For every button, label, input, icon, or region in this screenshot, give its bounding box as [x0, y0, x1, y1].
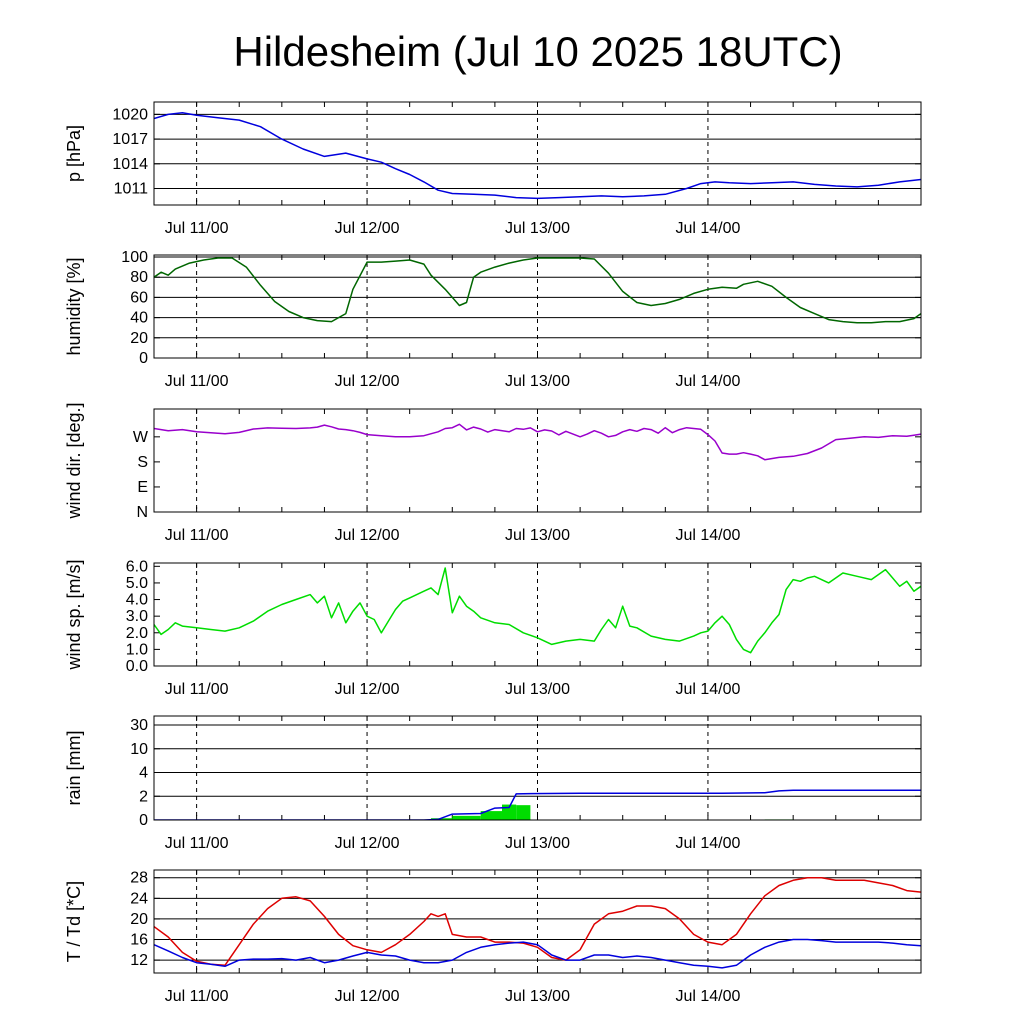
panel-frame — [153, 408, 922, 513]
y-tick-label: 0 — [139, 812, 148, 829]
y-tick-label: 30 — [130, 717, 148, 734]
y-tick-label: 60 — [130, 289, 148, 306]
x-tick-label: Jul 14/00 — [675, 220, 740, 237]
panel-frame — [153, 869, 922, 974]
rain-bar — [452, 815, 481, 820]
y-axis-label: T / Td [*C] — [64, 881, 84, 962]
x-tick-label: Jul 12/00 — [335, 988, 400, 1005]
series-line-rain-0 — [154, 789, 921, 820]
series-line-wind_direction-0 — [154, 423, 921, 461]
panel-wind_speed: 0.01.02.03.04.05.06.0 Jul 11/00 Jul 12/00 J… — [64, 558, 922, 698]
series-line-wind_speed-0 — [154, 567, 921, 654]
series-line-temperature-0 — [154, 876, 921, 967]
x-tick-label: Jul 11/00 — [165, 373, 229, 390]
x-tick-label: Jul 12/00 — [335, 681, 400, 698]
x-tick-label: Jul 11/00 — [165, 988, 229, 1005]
y-tick-label: E — [137, 479, 148, 496]
x-tick-label: Jul 11/00 — [165, 835, 229, 852]
y-tick-label: N — [136, 504, 148, 521]
rain-bar — [430, 818, 453, 820]
y-axis-label: rain [mm] — [64, 730, 84, 805]
series-line-temperature-1 — [154, 938, 921, 969]
x-tick-label: Jul 13/00 — [505, 373, 570, 390]
y-tick-label: 80 — [130, 269, 148, 286]
y-tick-label: 3.0 — [126, 608, 148, 625]
x-tick-label: Jul 13/00 — [505, 220, 570, 237]
y-tick-label: 12 — [130, 952, 148, 969]
series-line-pressure-0 — [154, 111, 921, 200]
x-tick-label: Jul 11/00 — [165, 527, 229, 544]
y-axis-label: wind sp. [m/s] — [64, 559, 84, 670]
y-tick-label: 1020 — [112, 106, 148, 123]
y-tick-label: 24 — [130, 890, 148, 907]
y-tick-label: 5.0 — [126, 575, 148, 592]
rain-bar — [501, 804, 517, 820]
panel-frame — [153, 254, 922, 359]
y-tick-label: 1017 — [112, 131, 148, 148]
x-tick-label: Jul 13/00 — [505, 527, 570, 544]
y-tick-label: S — [137, 454, 148, 471]
x-tick-label: Jul 14/00 — [675, 681, 740, 698]
x-tick-label: Jul 12/00 — [335, 373, 400, 390]
y-tick-label: 1.0 — [126, 641, 148, 658]
y-tick-label: 20 — [130, 330, 148, 347]
x-tick-label: Jul 11/00 — [165, 681, 229, 698]
y-tick-label: 4.0 — [126, 592, 148, 609]
rain-bar — [516, 805, 531, 820]
y-axis-label: p [hPa] — [64, 125, 84, 182]
panel-rain: 0 2 4 10 30 Jul 11/00 Jul 12/00 Jul 13/00 Jul 14… — [64, 715, 922, 852]
panel-humidity: 0 20 40 60 80 100 Jul 11/00 Jul 12/00 Jul 13/00 J… — [64, 249, 922, 390]
x-tick-label: Jul 12/00 — [335, 220, 400, 237]
x-tick-label: Jul 13/00 — [505, 988, 570, 1005]
x-tick-label: Jul 14/00 — [675, 373, 740, 390]
panel-temperature: 12 16 20 24 28 Jul 11/00 Jul 12/00 Jul 13/00 Jul… — [64, 869, 922, 1005]
chart-title: Hildesheim (Jul 10 2025 18UTC) — [233, 28, 842, 75]
x-tick-label: Jul 14/00 — [675, 988, 740, 1005]
panel-pressure: 1011 1014 1017 1020 Jul 11/00 Jul 12/00 Jul 13… — [64, 101, 922, 237]
y-tick-label: 2.0 — [126, 625, 148, 642]
y-axis-label: wind dir. [deg.] — [64, 402, 84, 519]
y-tick-label: 0.0 — [126, 658, 148, 675]
y-tick-label: 40 — [130, 310, 148, 327]
panel-frame — [153, 715, 922, 821]
y-tick-label: 0 — [139, 350, 148, 367]
y-tick-label: 6.0 — [126, 558, 148, 575]
y-tick-label: W — [133, 429, 149, 446]
panel-frame — [153, 101, 922, 206]
y-tick-label: 1014 — [112, 156, 148, 173]
x-tick-label: Jul 12/00 — [335, 527, 400, 544]
y-tick-label: 2 — [139, 788, 148, 805]
series-line-humidity-0 — [154, 257, 921, 324]
y-tick-label: 10 — [130, 741, 148, 758]
x-tick-label: Jul 11/00 — [165, 220, 229, 237]
x-tick-label: Jul 14/00 — [675, 527, 740, 544]
y-tick-label: 4 — [139, 765, 148, 782]
x-tick-label: Jul 13/00 — [505, 835, 570, 852]
y-tick-label: 16 — [130, 932, 148, 949]
x-tick-label: Jul 14/00 — [675, 835, 740, 852]
y-tick-label: 28 — [130, 870, 148, 887]
y-axis-label: humidity [%] — [64, 257, 84, 355]
rain-bar — [480, 811, 502, 820]
x-tick-label: Jul 13/00 — [505, 681, 570, 698]
y-tick-label: 1011 — [114, 181, 149, 198]
panel-frame — [153, 562, 922, 667]
y-tick-label: 20 — [130, 911, 148, 928]
y-tick-label: 100 — [121, 249, 148, 266]
x-tick-label: Jul 12/00 — [335, 835, 400, 852]
